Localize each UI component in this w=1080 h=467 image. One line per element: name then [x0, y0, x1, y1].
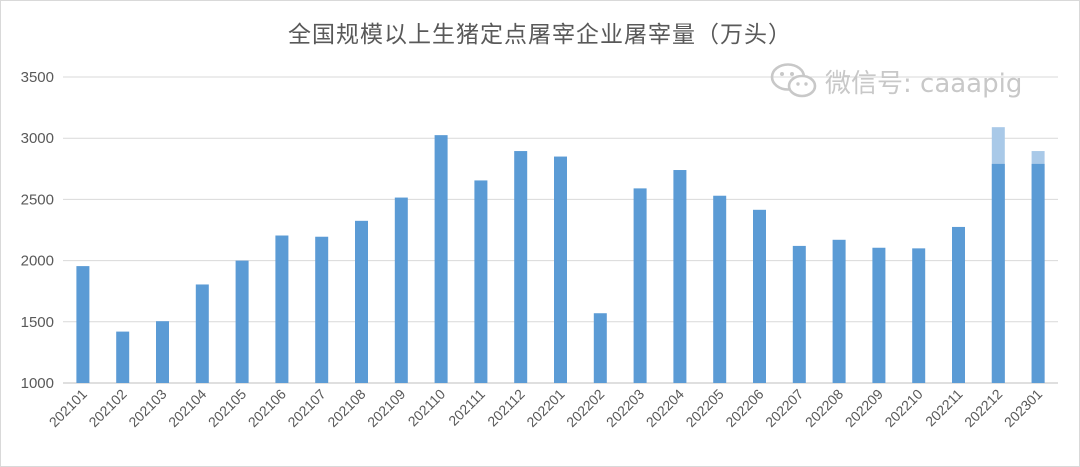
bar [593, 313, 607, 383]
x-tick-label: 202103 [125, 386, 169, 430]
x-tick-label: 202201 [523, 386, 567, 430]
bar [474, 180, 488, 383]
bar [673, 170, 687, 383]
bar [434, 135, 448, 383]
bar [872, 247, 886, 383]
y-tick-label: 1500 [21, 314, 54, 331]
watermark: 微信号: caaapig [769, 61, 1022, 101]
bar [633, 188, 647, 383]
bar [76, 266, 90, 383]
x-tick-label: 202301 [1001, 386, 1045, 430]
x-tick-label: 202112 [484, 386, 528, 430]
y-tick-label: 3500 [21, 69, 54, 86]
x-tick-label: 202205 [682, 386, 726, 430]
y-tick-label: 2500 [21, 191, 54, 208]
x-tick-label: 202203 [603, 386, 647, 430]
bar [514, 151, 528, 383]
x-tick-label: 202110 [405, 386, 449, 430]
x-tick-label: 202109 [364, 386, 408, 430]
x-tick-label: 202108 [324, 386, 368, 430]
bar [912, 248, 926, 383]
bar [753, 209, 766, 383]
x-tick-label: 202104 [165, 386, 209, 430]
bar [156, 321, 169, 383]
x-tick-label: 202206 [722, 386, 766, 430]
chart-title: 全国规模以上生猪定点屠宰企业屠宰量（万头） [288, 22, 792, 48]
y-tick-label: 2000 [21, 253, 54, 270]
bar [116, 331, 130, 383]
wechat-icon [770, 63, 817, 98]
watermark-text: 微信号: caaapig [825, 68, 1023, 99]
x-tick-label: 202208 [802, 386, 846, 430]
bar [315, 236, 329, 383]
x-tick-label: 202211 [922, 386, 966, 430]
bar [554, 156, 567, 383]
y-tick-label: 1000 [21, 375, 54, 392]
bar [832, 239, 846, 383]
x-tick-label: 202107 [284, 386, 328, 430]
bar [355, 220, 368, 383]
x-tick-label: 202202 [563, 386, 607, 430]
bar [394, 197, 408, 383]
bar [952, 226, 965, 383]
x-tick-label: 202102 [85, 386, 129, 430]
x-tick-label: 202210 [881, 386, 925, 430]
bar [713, 195, 727, 383]
bar-lower [1031, 163, 1045, 383]
y-tick-label: 3000 [21, 130, 54, 147]
x-tick-label: 202111 [445, 386, 488, 429]
bar [235, 260, 249, 383]
bar [275, 235, 289, 383]
x-tick-label: 202204 [643, 386, 687, 430]
x-tick-label: 202101 [46, 386, 90, 430]
bar-lower [991, 163, 1005, 383]
bar [195, 284, 209, 383]
bar [792, 245, 806, 383]
x-tick-label: 202209 [842, 386, 886, 430]
x-tick-label: 202105 [205, 386, 249, 430]
x-tick-label: 202212 [961, 386, 1005, 430]
x-tick-label: 202207 [762, 386, 806, 430]
x-tick-label: 202106 [245, 386, 289, 430]
